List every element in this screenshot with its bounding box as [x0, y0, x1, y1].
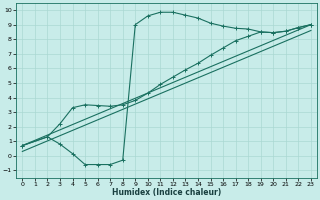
X-axis label: Humidex (Indice chaleur): Humidex (Indice chaleur): [112, 188, 221, 197]
